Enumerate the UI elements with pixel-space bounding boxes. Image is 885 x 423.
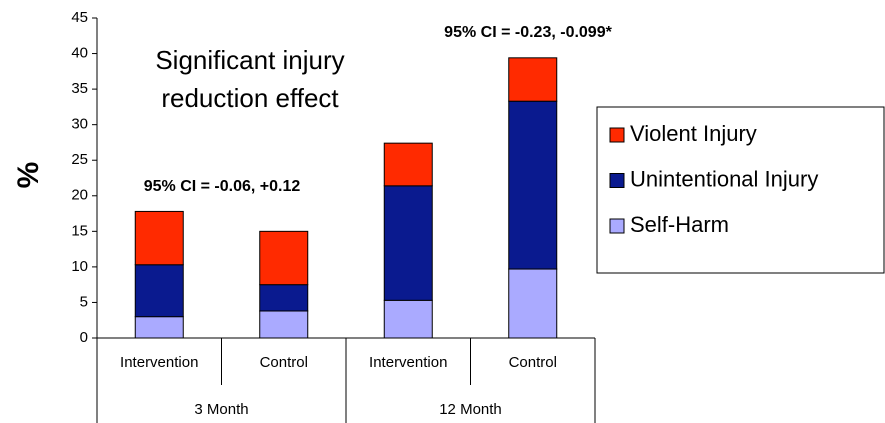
y-tick-label: 45 (71, 9, 88, 26)
bar-segment (383, 185, 433, 301)
y-tick-label: 15 (71, 222, 88, 239)
legend-label: Violent Injury (630, 121, 757, 146)
x-tick-label: Control (509, 354, 557, 371)
legend-box (596, 106, 885, 274)
bar-segment (259, 230, 309, 286)
x-tick-label: Control (260, 354, 308, 371)
bar-segment (259, 284, 309, 312)
legend-swatch (609, 127, 625, 143)
legend-label: Self-Harm (630, 212, 729, 237)
annotation: 95% CI = -0.23, -0.099* (444, 24, 612, 41)
y-tick-label: 40 (71, 45, 88, 62)
annotation: 95% CI = -0.06, +0.12 (144, 178, 301, 195)
bar-segment (508, 100, 558, 270)
bar-segment (134, 264, 184, 318)
y-tick-label: 35 (71, 80, 88, 97)
bar-segment (508, 57, 558, 102)
legend-label: Unintentional Injury (630, 166, 818, 191)
annotation: Significant injury (155, 45, 344, 75)
bar-segment (508, 268, 558, 339)
bar-segment (383, 142, 433, 187)
bar-segment (383, 299, 433, 339)
legend-swatch (609, 173, 625, 188)
y-tick-label: 20 (71, 187, 88, 204)
group-label: 3 Month (194, 401, 248, 418)
bar-segment (134, 210, 184, 266)
bar-segment (134, 316, 184, 339)
group-label: 12 Month (439, 401, 502, 418)
y-tick-label: 10 (71, 258, 88, 275)
bar-segment (259, 310, 309, 339)
y-tick-label: 25 (71, 151, 88, 168)
legend-swatch (609, 218, 625, 234)
x-tick-label: Intervention (369, 354, 447, 371)
annotation: reduction effect (161, 83, 339, 113)
y-axis-label: % (12, 162, 45, 189)
y-tick-label: 0 (80, 329, 88, 346)
y-tick-label: 30 (71, 116, 88, 133)
x-tick-label: Intervention (120, 354, 198, 371)
y-tick-label: 5 (80, 293, 88, 310)
